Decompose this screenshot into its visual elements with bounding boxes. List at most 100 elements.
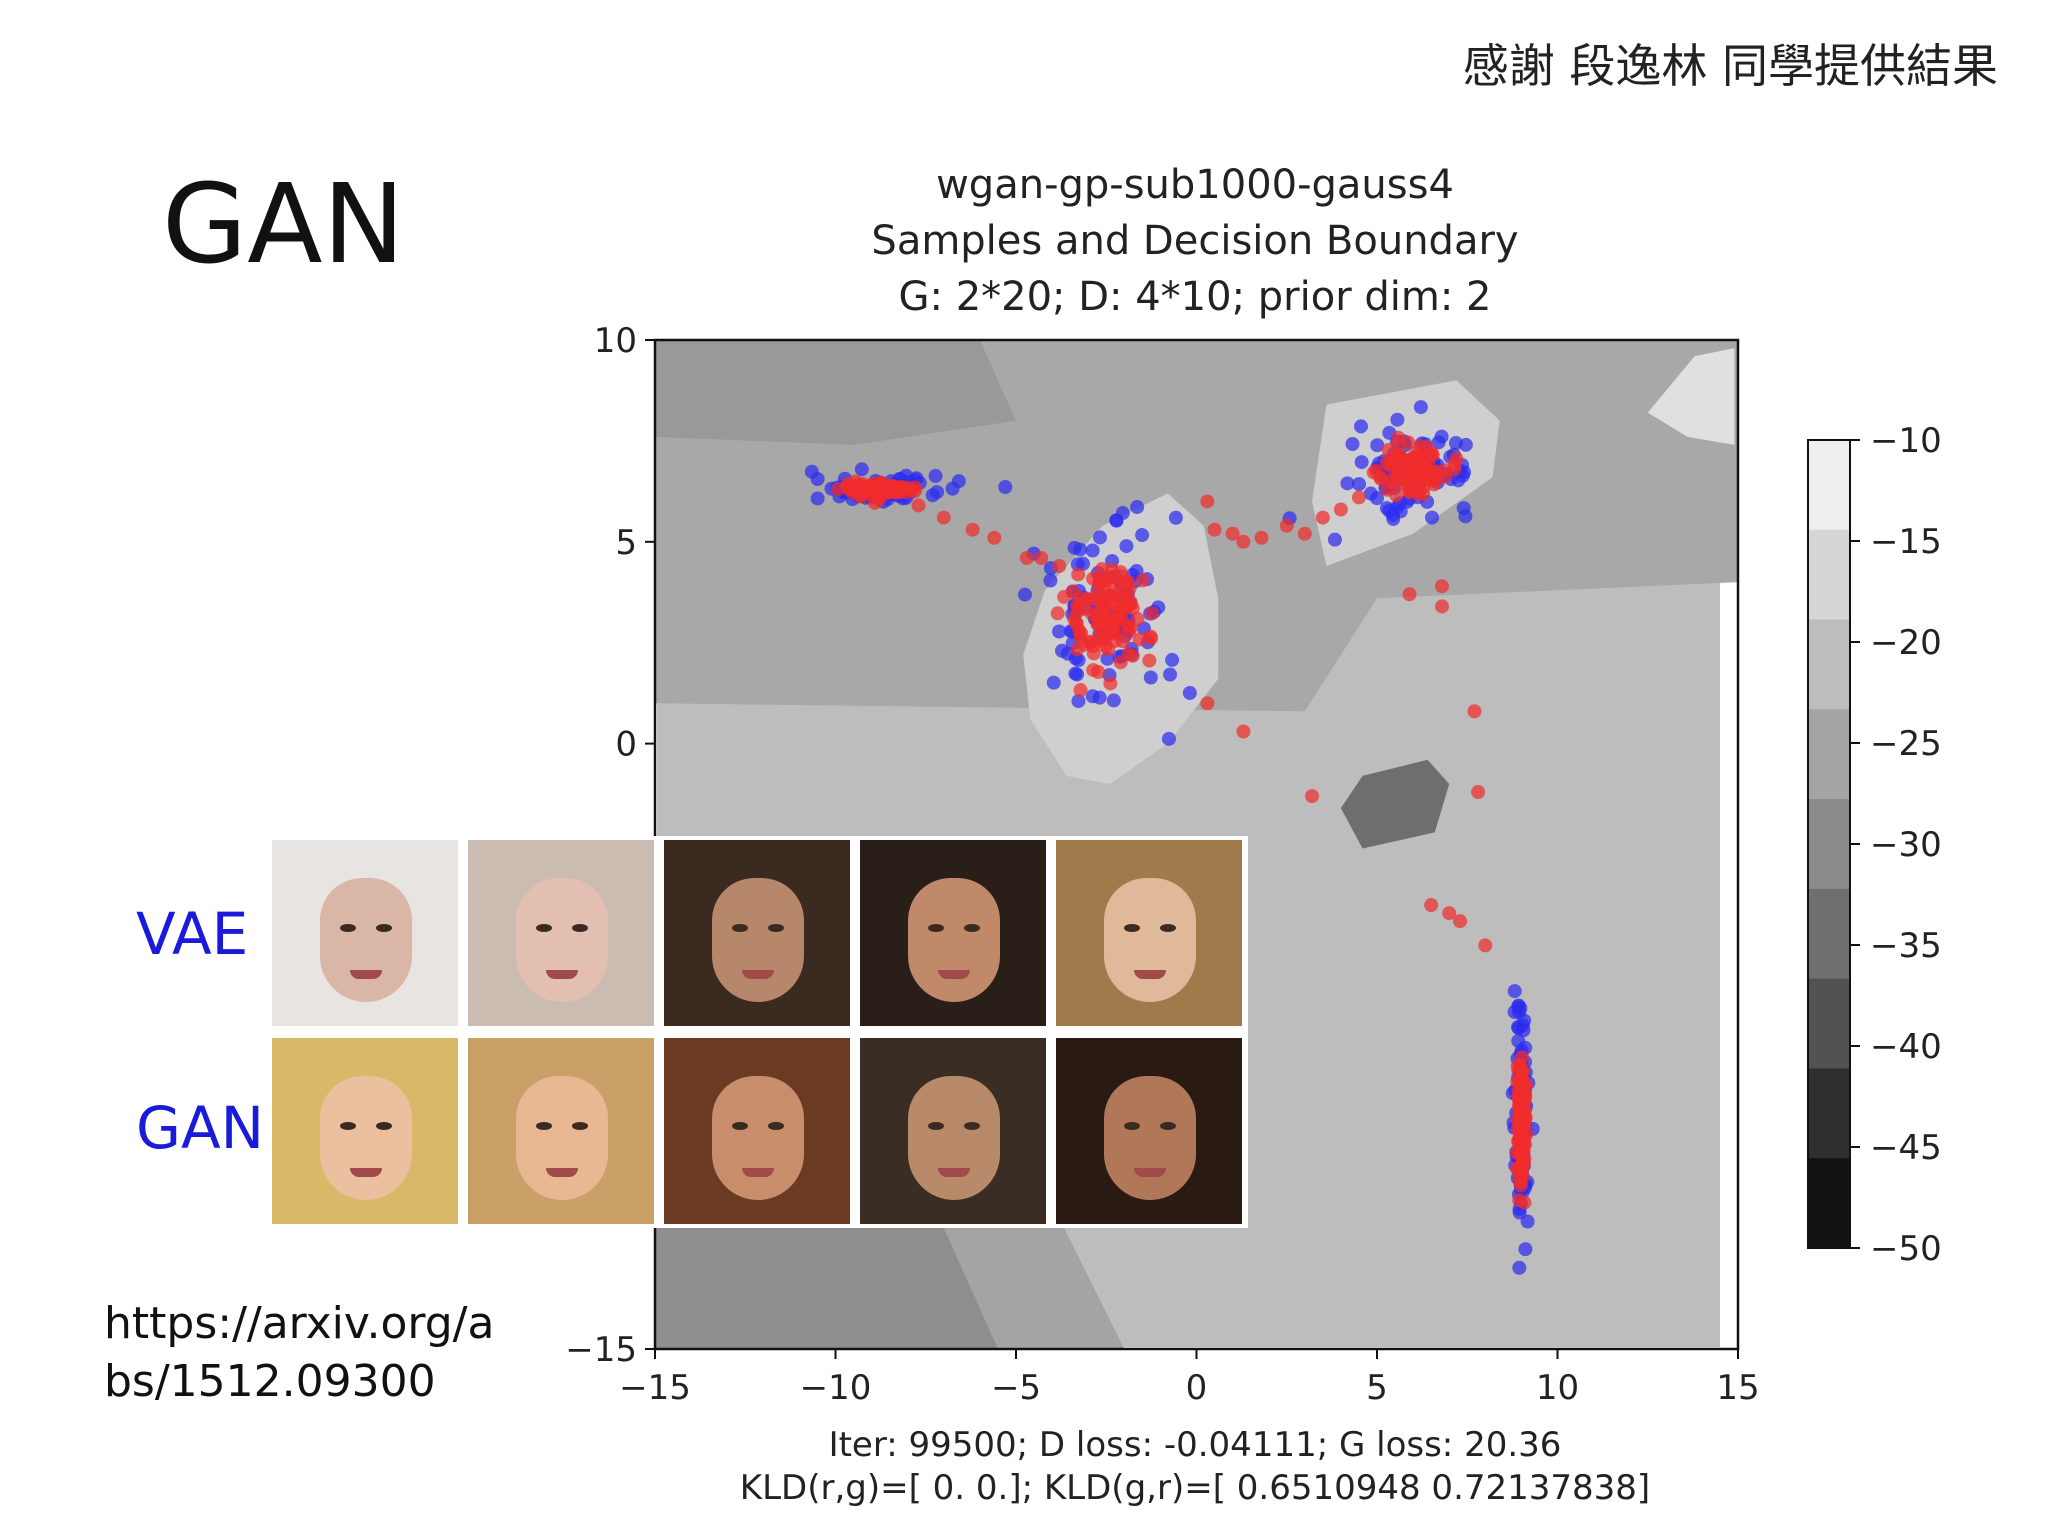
real-sample-point [951,474,966,489]
real-sample-point [1340,476,1355,491]
x-tick-label: 5 [1366,1368,1388,1408]
colorbar-tick-label: −35 [1870,926,1942,966]
fake-sample-point [873,479,888,494]
colorbar-band [1808,799,1850,890]
fake-sample-point [1142,653,1157,668]
fake-sample-point [1144,631,1159,646]
real-sample-point [1385,507,1400,522]
real-sample-point [998,479,1013,494]
real-sample-point [1165,652,1180,667]
colorbar-tick-label: −30 [1870,825,1942,865]
real-sample-point [1143,670,1158,685]
vae-face-sample [468,840,654,1026]
fake-sample-point [1098,639,1113,654]
real-sample-point [928,468,943,483]
fake-sample-point [1091,665,1106,680]
fake-sample-point [900,485,915,500]
fake-sample-point [1513,1113,1528,1128]
real-sample-point [1458,509,1473,524]
gan-row-label: GAN [136,1094,265,1162]
fake-sample-point [936,510,951,525]
fake-sample-point [1297,526,1312,541]
fake-sample-point [1402,587,1417,602]
fake-sample-point [1315,510,1330,525]
vae-face-sample [860,840,1046,1026]
real-sample-point [1507,984,1522,999]
fake-sample-point [1114,578,1129,593]
fake-sample-point [1419,467,1434,482]
fake-sample-point [1434,579,1449,594]
x-tick-label: 15 [1716,1368,1759,1408]
fake-sample-point [1098,613,1113,628]
colorbar-band [1808,1068,1850,1159]
fake-sample-point [1395,472,1410,487]
fake-sample-point [1518,1078,1533,1093]
real-sample-point [1458,437,1473,452]
real-sample-point [1046,675,1061,690]
fake-sample-point [1071,567,1086,582]
source-link[interactable]: https://arxiv.org/abs/1512.09300 [104,1298,495,1407]
fake-sample-point [1512,1144,1527,1159]
fake-sample-point [1050,606,1065,621]
scatter-points [804,400,1540,1275]
real-sample-point [854,462,869,477]
real-sample-point [1135,528,1150,543]
fake-sample-point [1305,789,1320,804]
real-sample-point [1425,510,1440,525]
real-sample-point [1518,1242,1533,1257]
real-sample-point [1369,491,1384,506]
chart-footer-1: Iter: 99500; D loss: -0.04111; G loss: 2… [829,1425,1562,1465]
colorbar: −10 −15 −20 −25 −30 −35 −40 −45 −50 [1807,421,1942,1269]
gan-face-sample [1056,1038,1242,1224]
fake-sample-point [1478,938,1493,953]
chart-title: wgan-gp-sub1000-gauss4 [936,162,1454,208]
x-tick-label: −5 [991,1368,1041,1408]
x-tick-label: 0 [1186,1368,1208,1408]
fake-sample-point [1389,488,1404,503]
real-sample-point [1073,542,1088,557]
fake-sample-point [1383,459,1398,474]
real-sample-point [1511,1033,1526,1048]
fake-sample-point [1207,522,1222,537]
chart-subtitle-2: G: 2*20; D: 4*10; prior dim: 2 [899,274,1492,320]
real-sample-point [1511,1020,1526,1035]
colorbar-tick-label: −20 [1870,623,1942,663]
fake-sample-point [1077,601,1092,616]
real-sample-point [1512,1260,1527,1275]
real-sample-point [804,464,819,479]
real-sample-point [1354,455,1369,470]
fake-sample-point [1424,898,1439,913]
fake-sample-point [1279,518,1294,533]
x-tick-label: 10 [1536,1368,1579,1408]
real-sample-point [1182,685,1197,700]
colorbar-tick-label: −50 [1870,1229,1942,1269]
fake-sample-point [987,530,1002,545]
fake-sample-point [857,482,872,497]
y-tick-label: 10 [594,321,637,361]
fake-sample-point [1125,600,1140,615]
y-tick-label: −15 [565,1330,637,1370]
colorbar-tick-label: −15 [1870,522,1942,562]
real-sample-point [1370,438,1385,453]
real-sample-point [1071,653,1086,668]
vae-row-label: VAE [136,900,249,968]
gan-face-sample [468,1038,654,1224]
real-sample-point [810,491,825,506]
real-sample-point [1070,557,1085,572]
fake-sample-point [1403,485,1418,500]
gan-face-sample [272,1038,458,1224]
real-sample-point [1119,539,1134,554]
fake-sample-point [1200,494,1215,509]
colorbar-band [1808,619,1850,710]
fake-sample-point [1095,599,1110,614]
real-sample-point [1052,624,1067,639]
chart-footer-2: KLD(r,g)=[ 0. 0.]; KLD(g,r)=[ 0.6510948 … [740,1468,1650,1508]
credit-note: 感謝 段逸林 同學提供結果 [1462,39,1998,93]
real-sample-point [1327,532,1342,547]
fake-sample-point [1333,502,1348,517]
real-sample-point [1451,473,1466,488]
fake-sample-point [1073,683,1088,698]
vae-face-sample [664,840,850,1026]
real-sample-point [1390,412,1405,427]
fake-sample-point [1057,589,1072,604]
